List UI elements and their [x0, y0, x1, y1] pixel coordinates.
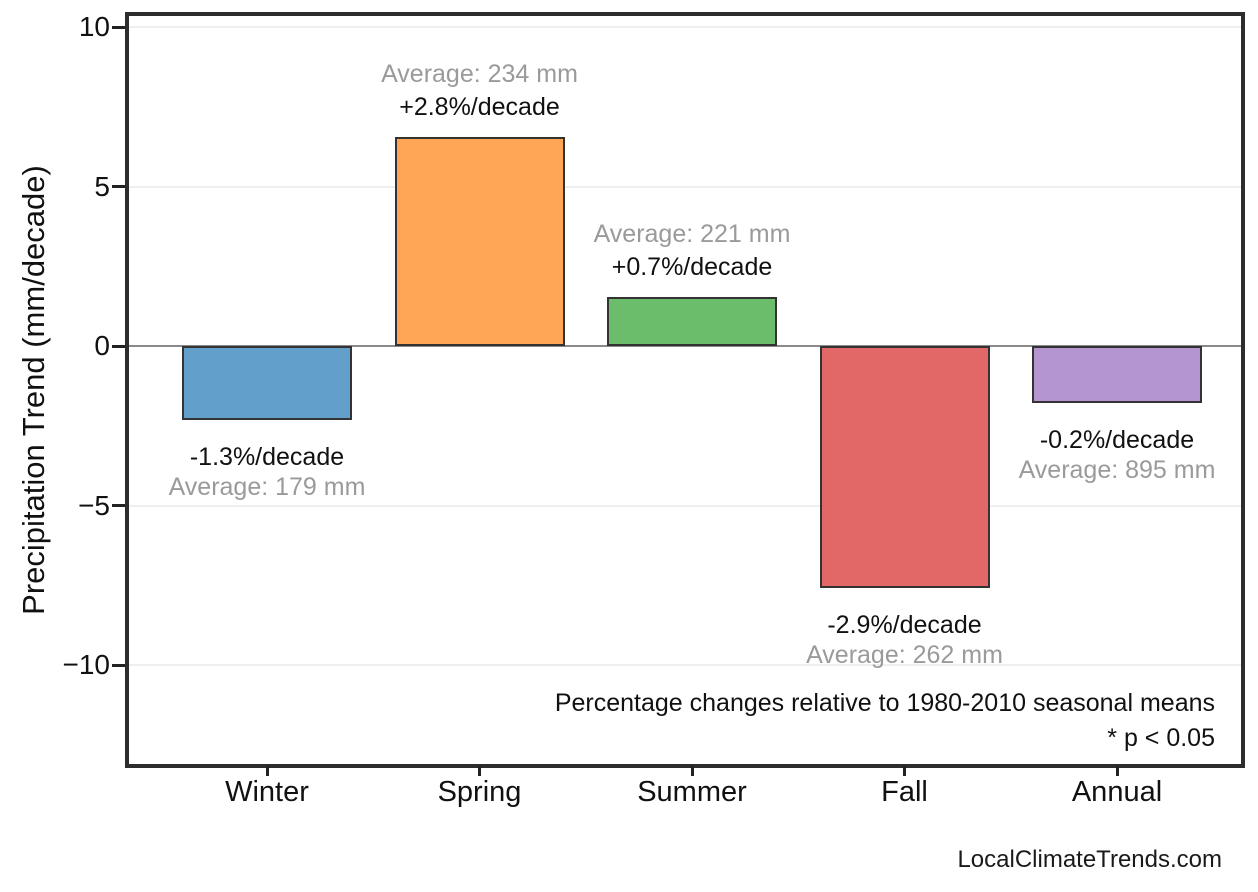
source-watermark: LocalClimateTrends.com [957, 846, 1222, 873]
xtick-mark [265, 766, 269, 776]
xtick-mark [478, 766, 481, 776]
ytick-mark [112, 504, 125, 507]
gridline [129, 26, 1241, 28]
bar-avg-label: Average: 262 mm [806, 641, 1003, 670]
bar-avg-label: Average: 234 mm [381, 60, 578, 89]
bar-annual [1032, 346, 1202, 404]
bar-avg-label: Average: 179 mm [168, 473, 366, 502]
ytick-label: 0 [94, 330, 110, 361]
bar-fall [819, 346, 990, 589]
bar-pct-label: +0.7%/decade [611, 252, 773, 281]
bar-avg-label: Average: 895 mm [1018, 456, 1216, 485]
xtick-label-summer: Summer [637, 776, 747, 808]
xtick-label-annual: Annual [1071, 776, 1163, 808]
ytick-mark [112, 344, 125, 348]
xtick-label-winter: Winter [225, 776, 309, 808]
ytick-label: 10 [78, 11, 110, 42]
annotation-line: Percentage changes relative to 1980-2010… [554, 689, 1215, 717]
annotation-block: Percentage changes relative to 1980-2010… [555, 686, 1215, 756]
ytick-label: −5 [78, 489, 110, 521]
ytick-label: 5 [94, 170, 110, 202]
bar-pct-label: -2.9%/decade [827, 611, 982, 640]
gridline [129, 664, 1241, 666]
gridline [129, 185, 1241, 188]
xtick-mark [1115, 766, 1119, 776]
plot-area: -1.3%/decade Average: 179 mm +2.8%/decade A… [125, 12, 1245, 768]
xtick-mark [903, 766, 906, 776]
xtick-label-fall: Fall [881, 776, 928, 808]
annotation-line: * p < 0.05 [1107, 724, 1215, 752]
bar-pct-label: -0.2%/decade [1039, 426, 1195, 455]
bar-summer [607, 296, 777, 346]
bar-spring [394, 137, 565, 346]
ytick-mark [112, 185, 125, 188]
bar-pct-label: +2.8%/decade [399, 93, 560, 122]
xtick-mark [690, 766, 694, 776]
ytick-mark [112, 25, 125, 29]
zero-line [129, 345, 1241, 347]
y-axis-title: Precipitation Trend (mm/decade) [16, 165, 51, 615]
bar-winter [182, 346, 352, 421]
bar-avg-label: Average: 221 mm [593, 219, 791, 248]
gridline [129, 504, 1241, 507]
ytick-mark [112, 663, 125, 667]
bar-pct-label: -1.3%/decade [189, 443, 345, 472]
xtick-label-spring: Spring [437, 776, 522, 808]
ytick-label: −10 [62, 649, 111, 680]
